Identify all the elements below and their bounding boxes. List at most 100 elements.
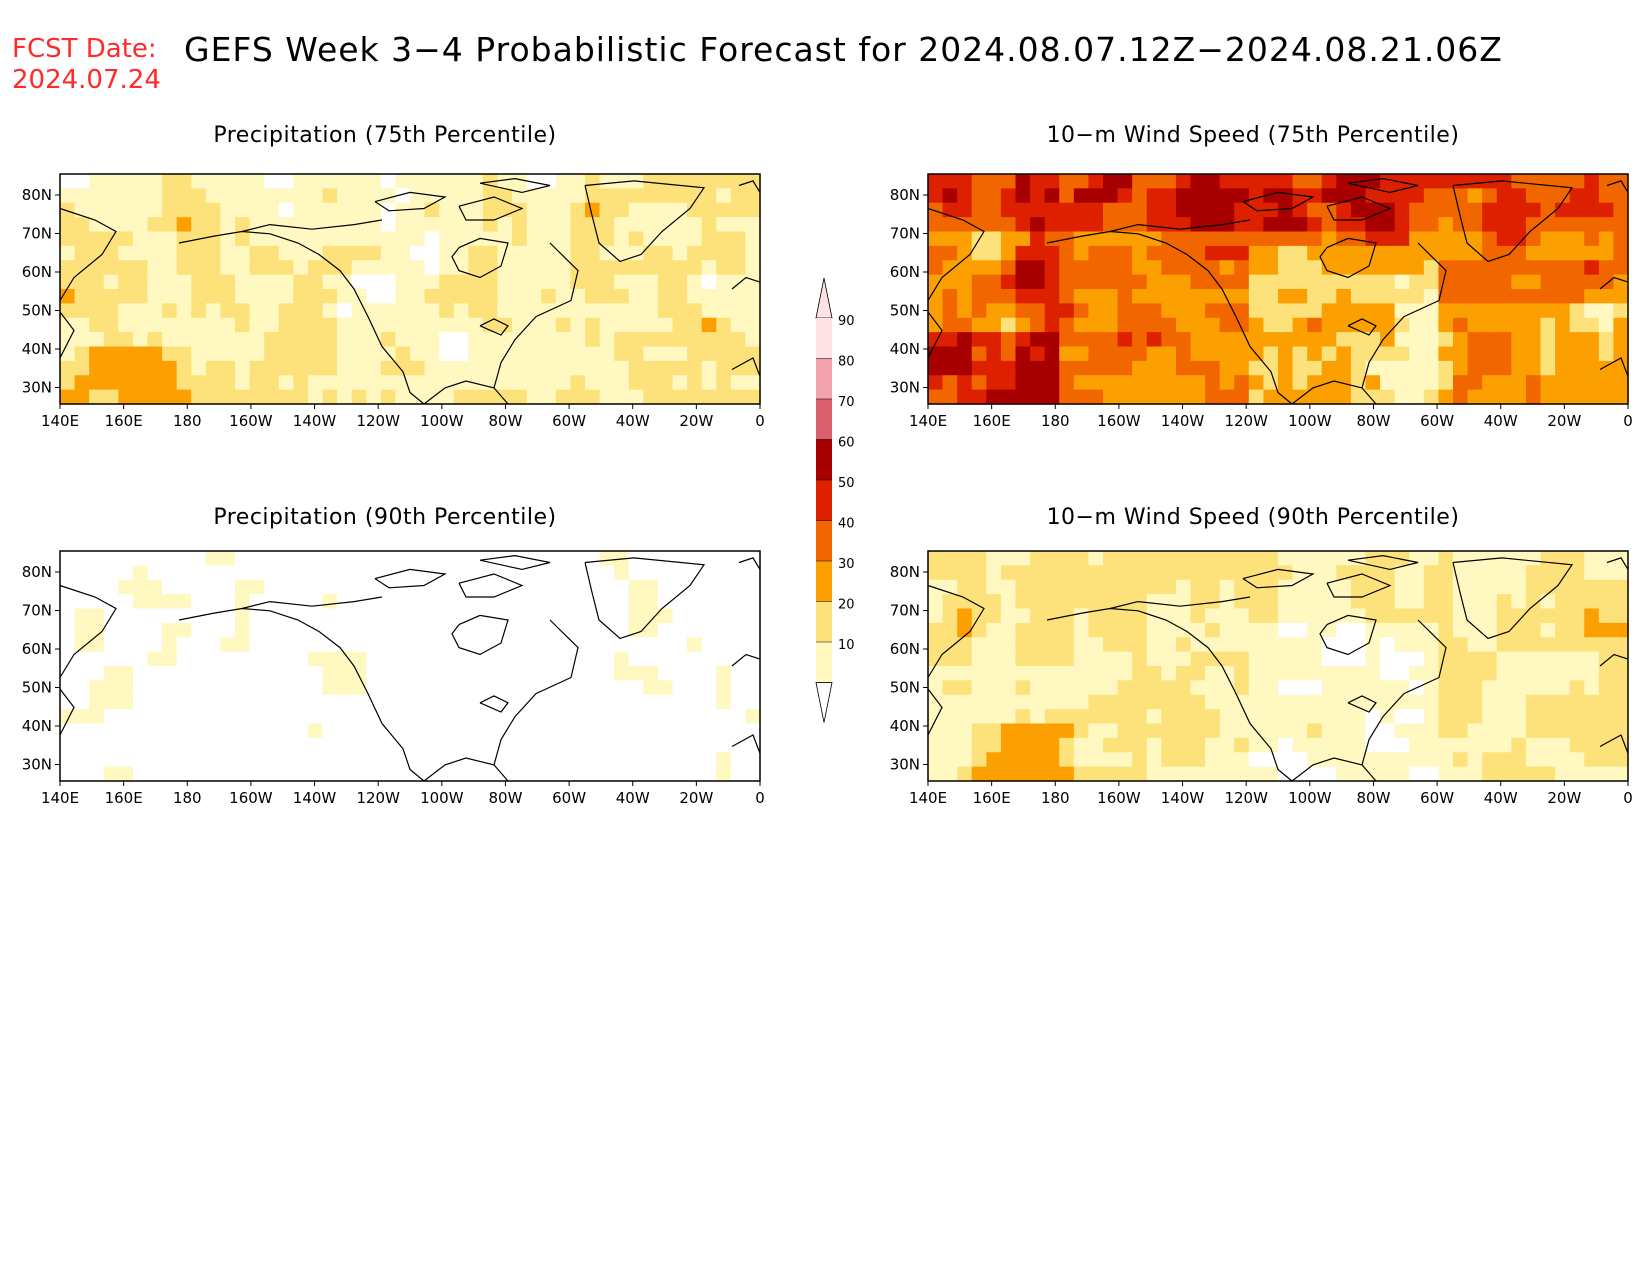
shading-cell [1511, 694, 1527, 710]
shading-cell [1132, 666, 1148, 681]
shading-cell [395, 766, 411, 782]
shading-cell [278, 651, 294, 667]
shading-cell [1613, 188, 1629, 204]
shading-cell [453, 608, 469, 624]
coastline [1347, 177, 1419, 194]
shading-cell [482, 202, 499, 218]
shading-cell [395, 289, 411, 304]
shading-cell [1190, 303, 1206, 319]
shading-cell [220, 375, 236, 391]
shading-cell [89, 709, 105, 725]
shading-cell [1409, 202, 1425, 218]
shading-cell [453, 245, 469, 261]
shading-cell [512, 680, 528, 696]
shading-cell [986, 375, 1002, 391]
shading-cell [1613, 737, 1629, 753]
shading-cell [1292, 360, 1308, 376]
shading-cell [716, 594, 732, 610]
shading-cell [512, 245, 528, 261]
shading-cell [60, 274, 76, 290]
shading-cell [103, 565, 119, 581]
shading-cell [1000, 766, 1017, 782]
shading-cell [657, 346, 674, 362]
shading-cell [957, 723, 973, 739]
shading-cell [1103, 317, 1119, 333]
shading-cell [541, 551, 557, 566]
shading-cell [555, 680, 572, 696]
shading-cell [1365, 317, 1381, 333]
shading-cell [147, 231, 163, 247]
shading-cell [468, 260, 484, 276]
shading-cell [468, 188, 484, 204]
shading-cell [278, 346, 294, 362]
shading-cell [1248, 375, 1265, 391]
shading-cell [1569, 231, 1585, 247]
shading-cell [1161, 360, 1177, 376]
shading-cell [264, 260, 280, 276]
shading-cell [118, 360, 134, 376]
shading-cell [278, 389, 294, 405]
shading-cell [657, 274, 674, 290]
shading-cell [1540, 217, 1556, 233]
shading-cell [468, 174, 484, 189]
shading-cell [162, 551, 178, 566]
shading-cell [1263, 766, 1279, 782]
shading-cell [1496, 666, 1512, 681]
shading-cell [555, 594, 572, 610]
shading-cell [1423, 608, 1440, 624]
shading-cell [307, 375, 324, 391]
shading-cell [1613, 389, 1629, 405]
shading-cell [1146, 723, 1162, 739]
shading-cell [395, 231, 411, 247]
shading-cell [118, 317, 134, 333]
shading-cell [1598, 303, 1615, 319]
shading-cell [1132, 637, 1148, 653]
shading-cell [278, 174, 294, 189]
shading-cell [957, 608, 973, 624]
shading-cell [1030, 245, 1046, 261]
shading-cell [1161, 188, 1177, 204]
shading-cell [1511, 766, 1527, 782]
shading-cell [628, 579, 644, 595]
shading-cell [599, 608, 615, 624]
shading-cell [351, 551, 367, 566]
shading-cell [1482, 680, 1498, 696]
shading-cell [1117, 637, 1133, 653]
shading-cell [1175, 231, 1192, 247]
shading-cell [957, 565, 973, 581]
shading-cell [555, 622, 572, 638]
shading-cell [1394, 565, 1410, 581]
shading-cell [264, 579, 280, 595]
shading-cell [614, 332, 630, 348]
shading-cell [657, 608, 674, 624]
shading-cell [1146, 260, 1162, 276]
shading-cell [337, 752, 353, 768]
shading-cell [1292, 245, 1308, 261]
shading-cell [957, 389, 973, 405]
shading-cell [1161, 260, 1177, 276]
shading-cell [307, 565, 324, 581]
shading-cell [1059, 694, 1075, 710]
shading-cell [1423, 231, 1440, 247]
shading-cell [205, 723, 222, 739]
shading-cell [672, 594, 688, 610]
shading-cell [1146, 389, 1162, 405]
shading-cell [701, 737, 717, 753]
shading-cell [103, 651, 119, 667]
shading-cell [1598, 346, 1615, 362]
shading-cell [585, 346, 601, 362]
shading-cell [1103, 737, 1119, 753]
shading-cell [1307, 737, 1323, 753]
shading-cell [118, 723, 134, 739]
shading-cell [1175, 375, 1192, 391]
shading-cell [687, 360, 703, 376]
shading-cell [439, 332, 455, 348]
shading-cell [942, 709, 958, 725]
shading-cell [1569, 260, 1585, 276]
shading-cell [1496, 346, 1512, 362]
shading-cell [1482, 217, 1498, 233]
shading-cell [1569, 217, 1585, 233]
shading-cell [468, 231, 484, 247]
lon-tick-label: 20W [679, 412, 713, 430]
shading-cell [162, 389, 178, 405]
